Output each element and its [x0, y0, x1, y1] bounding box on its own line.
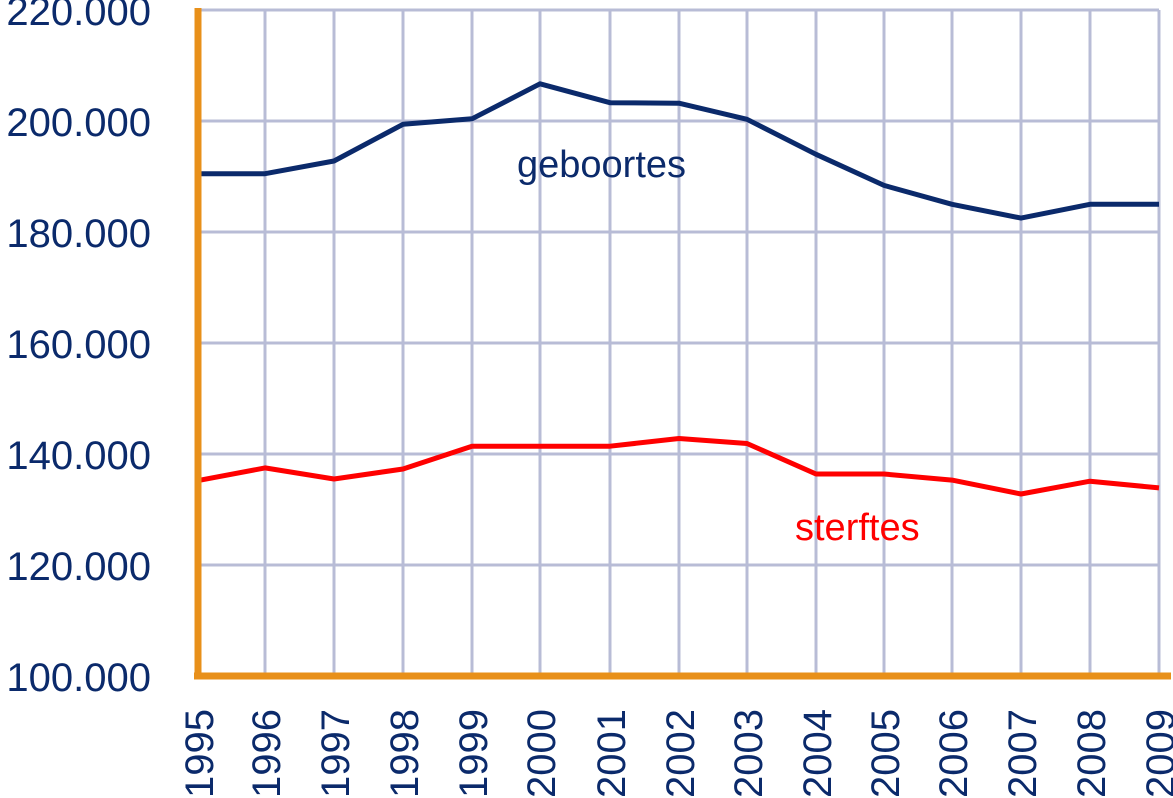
plot-series — [197, 81, 1160, 497]
x-tick-label: 2007 — [1001, 709, 1045, 798]
axes — [194, 8, 1171, 680]
x-tick-label: 1999 — [452, 709, 496, 798]
x-tick-label: 1996 — [245, 709, 289, 798]
grid — [198, 8, 1161, 676]
x-tick-label: 2003 — [727, 709, 771, 798]
y-tick-label: 200.000 — [6, 101, 151, 145]
y-tick-label: 160.000 — [6, 323, 151, 367]
x-tick-label: 2001 — [590, 709, 634, 798]
x-tick-labels: 1995 1996 1997 1998 1999 2000 2001 2002 2003 2004… — [178, 709, 1173, 798]
series-label-geboortes: geboortes — [517, 144, 686, 186]
x-tick-label: 2009 — [1139, 709, 1173, 798]
series-label-sterftes: sterftes — [795, 507, 920, 549]
x-tick-label: 2004 — [796, 709, 840, 798]
y-tick-label: 100.000 — [6, 656, 151, 700]
y-tick-label: 140.000 — [6, 434, 151, 478]
x-tick-label: 2000 — [520, 709, 564, 798]
x-tick-label: 2005 — [864, 709, 908, 798]
x-tick-label: 2008 — [1070, 709, 1114, 798]
y-tick-label: 180.000 — [6, 212, 151, 256]
series-line-sterftes — [197, 436, 1160, 497]
x-tick-label: 1997 — [314, 709, 358, 798]
x-tick-label: 1995 — [178, 709, 222, 798]
y-tick-label: 220.000 — [6, 0, 151, 34]
series-line-geboortes — [198, 81, 1159, 221]
x-tick-label: 2006 — [932, 709, 976, 798]
y-tick-label: 120.000 — [6, 545, 151, 589]
y-tick-labels: 100.000 120.000 140.000 160.000 180.000 200.0… — [6, 0, 151, 700]
x-tick-label: 2002 — [659, 709, 703, 798]
series-labels: geboortes sterftes — [517, 144, 920, 549]
x-tick-label: 1998 — [383, 709, 427, 798]
